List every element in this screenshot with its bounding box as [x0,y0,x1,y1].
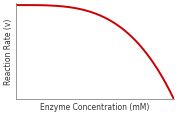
Y-axis label: Reaction Rate (v): Reaction Rate (v) [4,19,13,85]
X-axis label: Enzyme Concentration (mM): Enzyme Concentration (mM) [40,102,150,111]
